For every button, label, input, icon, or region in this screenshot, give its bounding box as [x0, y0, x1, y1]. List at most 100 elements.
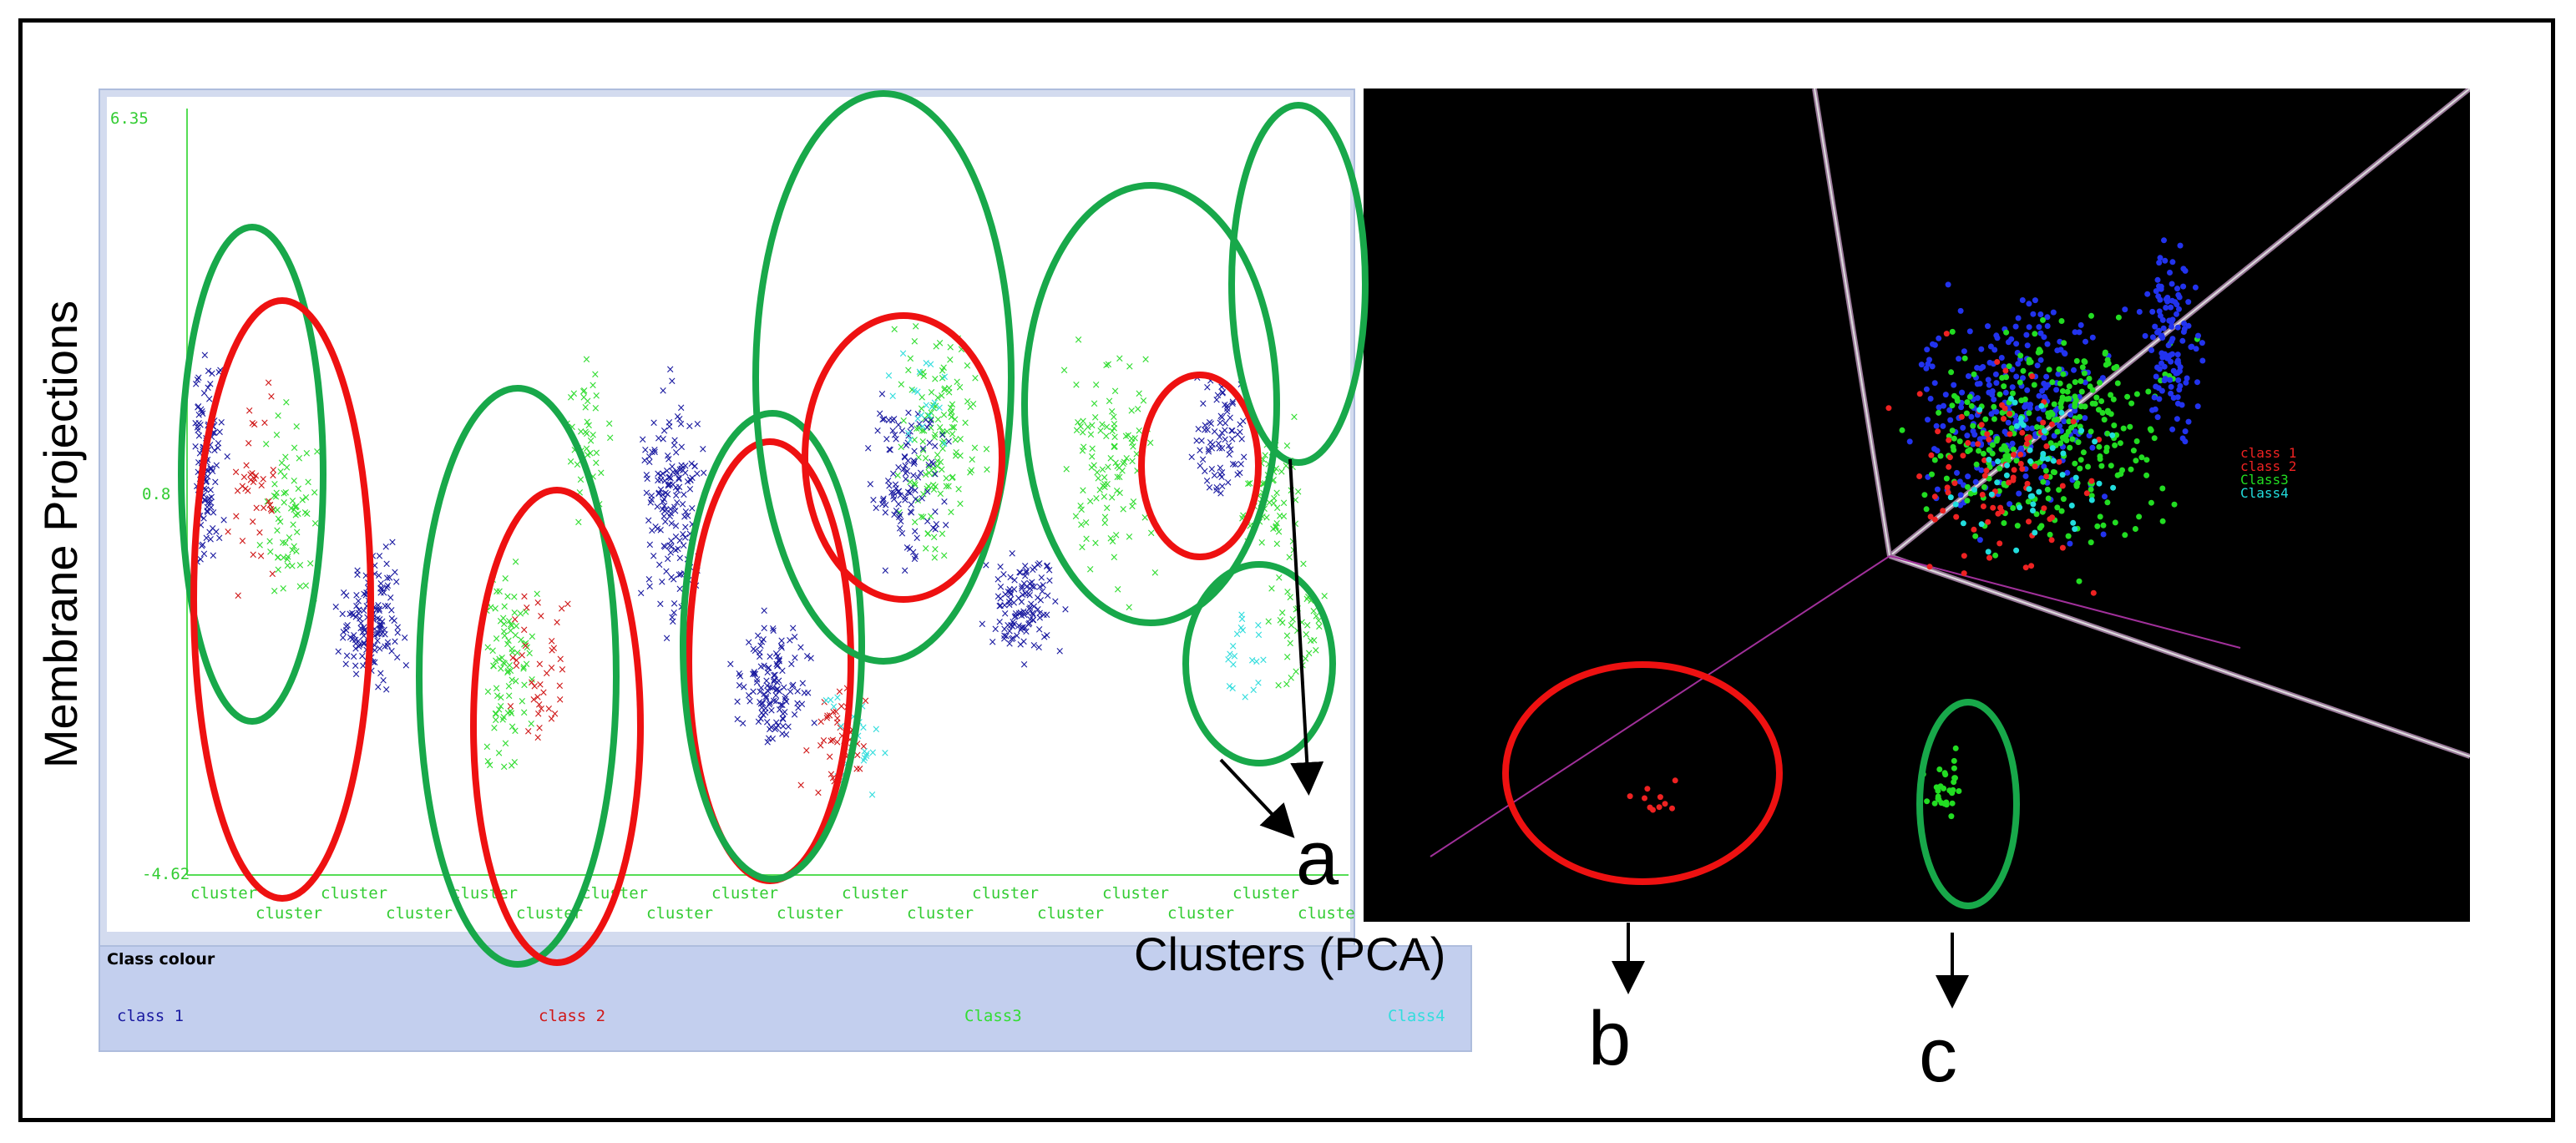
data-point: × — [661, 504, 671, 517]
data-point: × — [231, 511, 240, 523]
data-point: × — [660, 500, 669, 513]
data-point: × — [945, 354, 954, 367]
data-point: × — [671, 447, 681, 459]
data-point — [2136, 513, 2143, 520]
data-point: × — [1015, 608, 1024, 620]
data-point — [1958, 404, 1965, 411]
data-point — [1923, 386, 1930, 392]
legend-3d-class-4: Class4 — [2240, 485, 2289, 501]
data-point: × — [787, 658, 796, 670]
data-point: × — [1273, 539, 1282, 551]
data-point — [1920, 771, 1926, 777]
data-point: × — [897, 378, 906, 391]
data-point: × — [837, 721, 846, 733]
data-point: × — [1253, 620, 1263, 632]
data-point: × — [946, 341, 955, 354]
data-point — [2024, 480, 2031, 487]
data-point: × — [351, 660, 360, 673]
data-point — [2034, 424, 2040, 430]
data-point — [2192, 284, 2199, 291]
data-point — [2110, 396, 2117, 402]
data-point — [2042, 384, 2049, 391]
data-point: × — [664, 480, 673, 493]
data-point — [2138, 454, 2145, 461]
data-point: × — [916, 467, 925, 479]
data-point — [2176, 306, 2182, 312]
data-point: × — [671, 434, 680, 447]
data-point: × — [790, 709, 799, 721]
data-point — [1961, 553, 1967, 559]
x-tick-label: cluster — [1102, 884, 1169, 903]
data-point: × — [773, 660, 782, 672]
data-point — [1933, 422, 1940, 429]
data-point: × — [886, 444, 895, 457]
data-point — [2089, 334, 2096, 341]
data-point: × — [1248, 412, 1258, 424]
data-point — [2109, 432, 2116, 438]
data-point: × — [770, 674, 779, 686]
data-point: × — [511, 556, 520, 569]
data-point: × — [1087, 420, 1096, 432]
data-point: × — [1113, 584, 1122, 596]
x-tick-label: cluster — [646, 904, 713, 923]
data-point: × — [1146, 437, 1155, 450]
data-point — [1952, 501, 1959, 508]
data-point — [2076, 329, 2083, 336]
data-point: × — [1239, 452, 1248, 464]
data-point: × — [1055, 645, 1065, 658]
data-point — [2032, 297, 2038, 304]
data-point: × — [529, 694, 539, 706]
data-point: × — [868, 789, 877, 802]
data-point: × — [1101, 511, 1110, 523]
data-point — [2097, 379, 2103, 386]
data-point — [2062, 432, 2069, 439]
data-point — [1999, 409, 2006, 416]
data-point — [1627, 793, 1633, 800]
data-point — [2102, 351, 2108, 357]
data-point — [2103, 444, 2110, 451]
data-point — [2058, 318, 2065, 324]
data-point: × — [667, 518, 676, 530]
data-point — [2043, 373, 2050, 380]
data-point — [1950, 443, 1956, 450]
data-point: × — [1109, 411, 1118, 423]
data-point — [1981, 457, 1987, 463]
data-point: × — [1110, 551, 1119, 564]
data-point: × — [374, 599, 383, 612]
data-point — [2036, 488, 2042, 495]
data-point: × — [931, 523, 940, 536]
data-point: × — [675, 481, 684, 493]
data-point: × — [686, 562, 695, 574]
data-point: × — [390, 614, 399, 627]
data-point — [2086, 376, 2093, 382]
data-point — [1933, 784, 1940, 791]
data-point — [1993, 380, 2000, 387]
data-point — [2174, 400, 2181, 407]
data-point: × — [501, 573, 510, 585]
data-point — [2032, 463, 2038, 470]
data-point: × — [666, 535, 676, 548]
data-point — [2095, 407, 2102, 413]
data-point — [2061, 418, 2067, 425]
data-point: × — [246, 474, 256, 487]
data-point — [2102, 493, 2108, 500]
data-point: × — [374, 570, 383, 583]
data-point: × — [803, 687, 812, 700]
data-point: × — [224, 526, 233, 539]
data-point — [2066, 418, 2072, 425]
data-point: × — [994, 574, 1003, 586]
data-point — [1948, 813, 1955, 820]
data-point — [2003, 329, 2010, 336]
data-point: × — [1277, 466, 1286, 478]
data-point — [1991, 397, 1997, 402]
data-point: × — [304, 477, 313, 489]
data-point — [2061, 340, 2067, 346]
data-point — [2017, 415, 2024, 422]
data-point: × — [675, 413, 684, 426]
data-point — [2023, 401, 2029, 407]
data-point: × — [819, 735, 828, 747]
legend-3d-class-3: Class3 — [2240, 472, 2289, 488]
data-point: × — [1230, 650, 1239, 663]
data-point: × — [375, 643, 384, 655]
data-point — [2044, 323, 2051, 329]
